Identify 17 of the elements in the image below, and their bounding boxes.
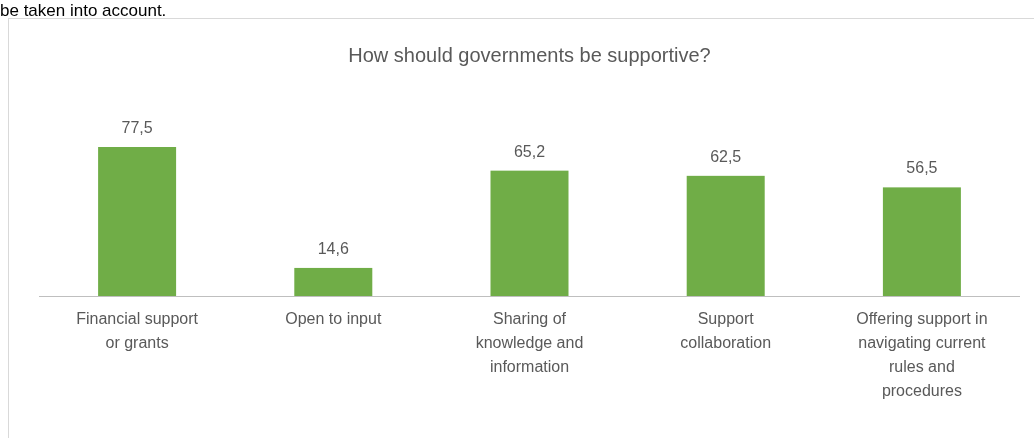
bar bbox=[98, 147, 177, 296]
chart-title: How should governments be supportive? bbox=[348, 44, 711, 66]
text: be taken into account. bbox=[0, 1, 167, 20]
bar bbox=[882, 187, 961, 296]
x-tick-label: Open to input bbox=[285, 310, 382, 327]
data-label: 14,6 bbox=[317, 239, 349, 257]
bar bbox=[686, 175, 765, 296]
x-tick-label: Offering support in navigating current rules and procedures bbox=[856, 310, 988, 399]
bar bbox=[294, 267, 373, 296]
data-label: 62,5 bbox=[710, 147, 742, 165]
data-label: 77,5 bbox=[121, 119, 153, 136]
x-tick-label: Financial support or grants bbox=[76, 310, 199, 351]
bar bbox=[490, 170, 569, 296]
x-tick-label: Support collaboration bbox=[680, 310, 772, 351]
x-tick-label: Sharing of knowledge and information bbox=[475, 310, 584, 375]
data-label: 56,5 bbox=[906, 159, 938, 177]
data-label: 65,2 bbox=[513, 142, 546, 160]
